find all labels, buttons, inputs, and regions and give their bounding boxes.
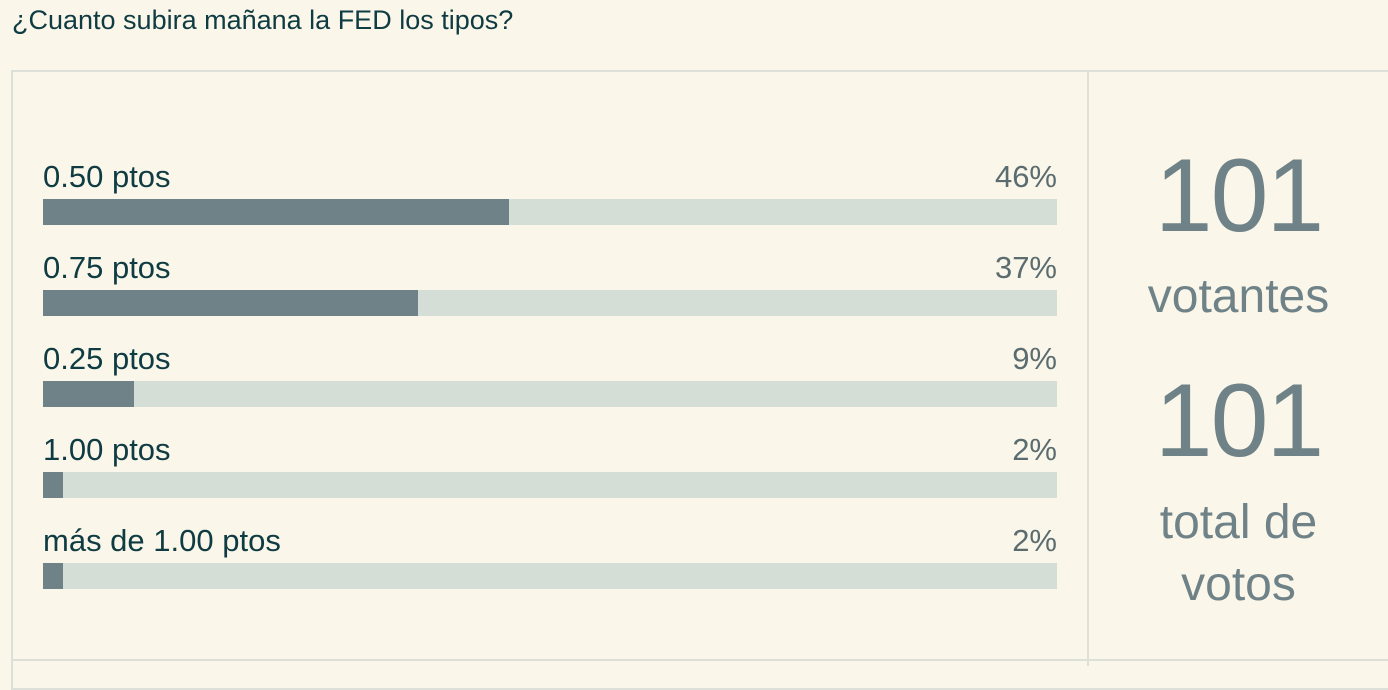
result-bar-track	[43, 563, 1057, 589]
poll-option[interactable]: más de 1.00 ptos 2%	[43, 521, 1057, 612]
votes-label-line2: votos	[1181, 558, 1296, 611]
result-bar-fill	[43, 472, 64, 498]
result-bar-fill	[43, 563, 64, 589]
poll-options: 0.50 ptos 46% 0.75 ptos 37% 0.25 ptos 9%…	[43, 157, 1057, 612]
option-label: 0.75 ptos	[43, 250, 171, 285]
result-bar-track	[43, 290, 1057, 316]
option-label: 0.50 ptos	[43, 159, 171, 194]
poll-option[interactable]: 0.75 ptos 37%	[43, 248, 1057, 339]
poll-option[interactable]: 0.25 ptos 9%	[43, 339, 1057, 430]
option-label: 1.00 ptos	[43, 432, 171, 467]
poll-divider	[1087, 72, 1089, 666]
voters-count: 101	[1154, 138, 1325, 254]
option-percent: 9%	[1012, 341, 1057, 376]
result-bar-fill	[43, 290, 419, 316]
poll-option[interactable]: 1.00 ptos 2%	[43, 430, 1057, 521]
option-percent: 2%	[1012, 523, 1057, 558]
option-label: más de 1.00 ptos	[43, 523, 281, 558]
voters-label: votantes	[1147, 270, 1330, 323]
poll-bottom-border	[11, 659, 1388, 661]
option-label: 0.25 ptos	[43, 341, 171, 376]
result-bar-track	[43, 472, 1057, 498]
option-percent: 2%	[1012, 432, 1057, 467]
votes-count: 101	[1154, 363, 1325, 479]
result-bar-fill	[43, 381, 135, 407]
option-percent: 46%	[994, 159, 1057, 194]
result-bar-track	[43, 381, 1057, 407]
poll-option[interactable]: 0.50 ptos 46%	[43, 157, 1057, 248]
result-bar-track	[43, 199, 1057, 225]
poll-question: ¿Cuanto subira mañana la FED los tipos?	[12, 5, 514, 35]
votes-label-line1: total de	[1159, 496, 1318, 549]
option-percent: 37%	[994, 250, 1057, 285]
result-bar-fill	[43, 199, 510, 225]
